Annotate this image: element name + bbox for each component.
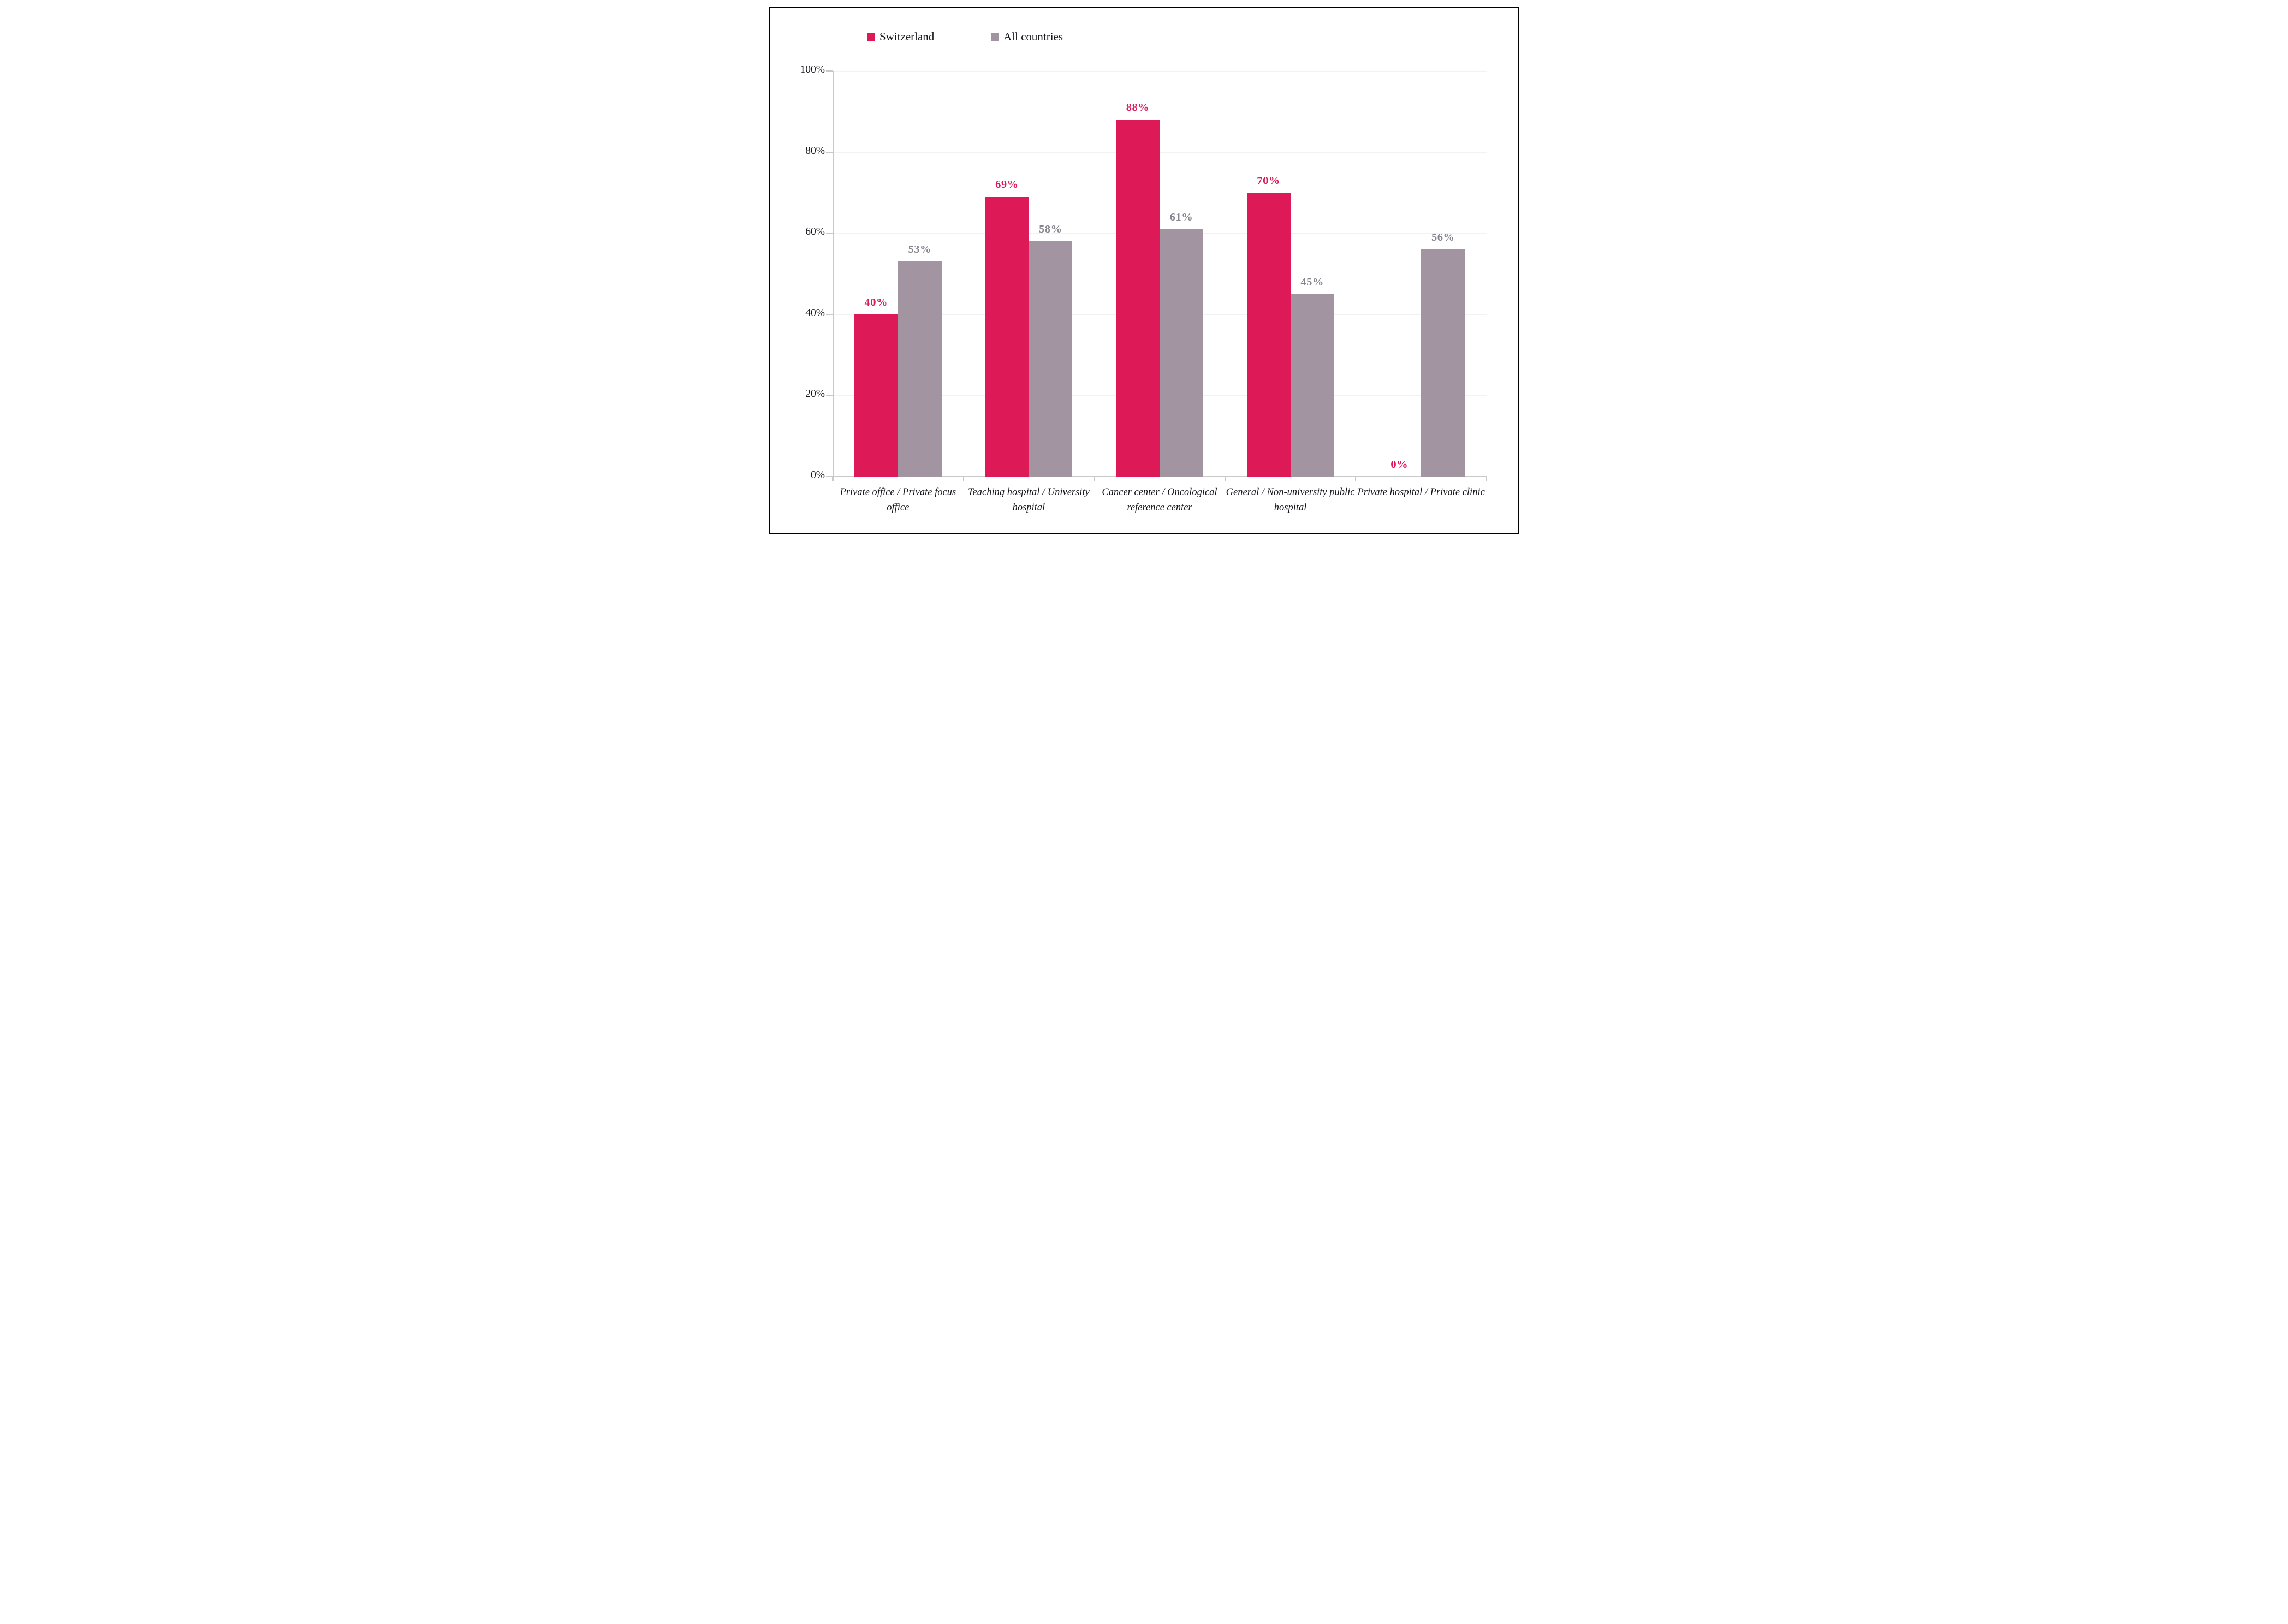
x-tick-4	[1355, 477, 1357, 481]
x-category-label-4: Private hospital / Private clinic	[1357, 487, 1485, 498]
bar-all-countries-2	[1160, 229, 1203, 477]
y-tick-20	[826, 395, 833, 396]
legend-item-switzerland: Switzerland	[867, 30, 934, 44]
x-category-label-2: Cancer center / Oncological reference ce…	[1102, 487, 1217, 513]
x-category-label-3: General / Non-university public hospital	[1226, 487, 1355, 513]
x-tick-3	[1224, 477, 1226, 481]
x-tick-0	[832, 477, 833, 481]
bar-all-countries-1	[1029, 241, 1073, 477]
bar-value-label-0-4: 0%	[1390, 459, 1409, 471]
bar-switzerland-0	[854, 314, 898, 477]
y-tick-80	[826, 151, 833, 153]
legend-label-all-countries: All countries	[1003, 30, 1063, 43]
y-tick-100	[826, 70, 833, 72]
bar-all-countries-4	[1421, 249, 1465, 477]
bar-value-label-0-0: 40%	[864, 296, 888, 308]
figure: Switzerland All countries 100% 80% 60% 40% 2…	[763, 0, 1525, 542]
bar-all-countries-3	[1290, 294, 1334, 477]
y-gridline-100	[833, 71, 1487, 72]
legend-swatch-all-countries-icon	[991, 33, 999, 41]
x-tick-5	[1486, 477, 1487, 481]
y-tick-60	[826, 233, 833, 234]
chart-border-box: Switzerland All countries 100% 80% 60% 40% 2…	[769, 7, 1519, 534]
x-axis-line	[833, 476, 1487, 477]
y-tick-40	[826, 313, 833, 315]
y-tick-label-80: 80%	[805, 145, 825, 157]
bar-switzerland-2	[1116, 120, 1160, 477]
bar-value-label-1-2: 61%	[1169, 211, 1193, 223]
bar-value-label-0-3: 70%	[1257, 174, 1280, 187]
y-tick-label-0: 0%	[811, 469, 825, 481]
bar-all-countries-0	[898, 261, 942, 477]
bar-value-label-0-2: 88%	[1126, 102, 1150, 114]
x-category-label-0: Private office / Private focus office	[840, 487, 956, 513]
y-tick-label-100: 100%	[800, 64, 825, 75]
y-tick-label-20: 20%	[805, 388, 825, 400]
y-axis-line	[833, 71, 834, 481]
legend-label-switzerland: Switzerland	[879, 30, 935, 43]
y-tick-label-40: 40%	[805, 307, 825, 319]
bar-switzerland-1	[985, 197, 1029, 477]
y-gridline-80	[833, 152, 1487, 153]
bar-value-label-1-4: 56%	[1431, 231, 1455, 243]
bar-value-label-0-1: 69%	[995, 179, 1019, 191]
bar-switzerland-3	[1246, 192, 1291, 477]
x-tick-2	[1094, 477, 1095, 481]
x-tick-1	[962, 477, 964, 481]
bar-value-label-1-3: 45%	[1300, 276, 1324, 288]
bar-value-label-1-0: 53%	[908, 243, 932, 256]
x-category-label-1: Teaching hospital / University hospital	[967, 487, 1090, 513]
legend-item-all-countries: All countries	[991, 30, 1063, 44]
y-tick-0	[826, 476, 833, 477]
legend-swatch-switzerland-icon	[867, 33, 875, 41]
bar-value-label-1-1: 58%	[1039, 223, 1062, 236]
y-tick-label-60: 60%	[805, 226, 825, 238]
